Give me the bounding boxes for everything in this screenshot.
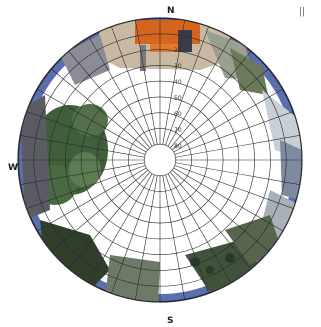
azimuth-line-50 (171, 68, 269, 151)
azimuth-line-120 (173, 167, 284, 232)
azimuth-line-260 (20, 162, 145, 185)
altitude-label-70: 70 (174, 127, 182, 134)
altitude-azimuth-grid (17, 17, 303, 303)
azimuth-line-100 (175, 162, 300, 185)
azimuth-line-60 (173, 88, 284, 153)
azimuth-line-320 (68, 51, 151, 149)
azimuth-line-80 (175, 135, 300, 158)
azimuth-line-160 (165, 174, 209, 294)
altitude-label-50: 50 (174, 95, 182, 102)
azimuth-line-70 (174, 111, 294, 155)
altitude-label-20: 20 (174, 47, 182, 54)
compass-south: S (167, 316, 173, 326)
azimuth-line-130 (171, 169, 269, 252)
azimuth-line-200 (111, 174, 155, 294)
azimuth-line-40 (169, 51, 252, 149)
altitude-label-30: 30 (174, 63, 182, 70)
corner-note: || (299, 7, 305, 17)
azimuth-line-340 (111, 26, 155, 146)
altitude-label-60: 60 (174, 111, 182, 118)
azimuth-line-210 (88, 173, 153, 284)
altitude-label-80: 80 (174, 143, 182, 150)
azimuth-line-290 (26, 111, 146, 155)
azimuth-line-350 (135, 20, 158, 145)
azimuth-line-230 (51, 169, 149, 252)
building-top (60, 20, 268, 95)
altitude-label-40: 40 (174, 79, 182, 86)
azimuth-line-170 (162, 175, 185, 300)
azimuth-line-300 (36, 88, 147, 153)
azimuth-line-220 (68, 171, 151, 269)
altitude-labels: 20 30 40 50 60 70 80 (174, 47, 182, 150)
azimuth-line-150 (167, 173, 232, 284)
azimuth-line-330 (88, 36, 153, 147)
azimuth-line-140 (169, 171, 252, 269)
azimuth-line-280 (20, 135, 145, 158)
azimuth-line-190 (135, 175, 158, 300)
azimuth-line-310 (51, 68, 149, 151)
azimuth-line-110 (174, 165, 294, 209)
azimuth-line-240 (36, 167, 147, 232)
fisheye-photo (18, 18, 302, 302)
compass-west: W (8, 163, 18, 173)
azimuth-line-10 (162, 20, 185, 145)
azimuth-line-30 (167, 36, 232, 147)
compass-north: N (167, 6, 175, 16)
azimuth-line-250 (26, 165, 146, 209)
azimuth-line-20 (165, 26, 209, 146)
